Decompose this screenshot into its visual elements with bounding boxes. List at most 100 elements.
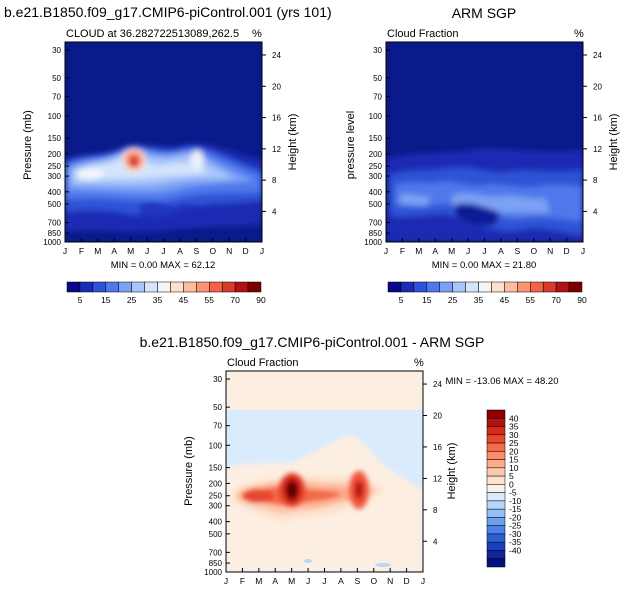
- colorbar-swatch: [486, 442, 506, 452]
- colorbar-label: 35: [474, 295, 484, 305]
- y-tick-label: 500: [48, 200, 62, 209]
- colorbar-label: 5: [509, 471, 514, 481]
- panel1-title: b.e21.B1850.f09_g17.CMIP6-piControl.001 …: [4, 4, 332, 20]
- colorbar-swatch: [66, 281, 81, 293]
- colorbar-swatch: [486, 409, 506, 419]
- panel-model: b.e21.B1850.f09_g17.CMIP6-piControl.001 …: [4, 4, 332, 305]
- x-tick-label: A: [272, 576, 278, 586]
- colorbar-swatch: [486, 475, 506, 485]
- x-tick-label: O: [209, 246, 216, 256]
- colorbar-swatch: [486, 558, 506, 568]
- panel1-colorbar: 5 15 25 35 45 55 70 90: [66, 281, 266, 305]
- colorbar-label: 15: [101, 295, 111, 305]
- y-tick-label: 100: [369, 112, 383, 121]
- y-tick-label: 400: [369, 188, 383, 197]
- colorbar-swatch: [118, 281, 132, 293]
- panel3-stats: MIN = -13.06 MAX = 48.20: [445, 376, 558, 387]
- colorbar-swatch: [486, 418, 506, 427]
- x-tick-label: F: [400, 246, 405, 256]
- colorbar-swatch: [131, 281, 145, 293]
- colorbar-label: 90: [577, 295, 587, 305]
- panel3-percent: %: [414, 357, 424, 369]
- y-tick-label: 1000: [43, 238, 61, 247]
- colorbar-label: 25: [448, 295, 458, 305]
- y-tick-label: 30: [373, 46, 382, 55]
- colorbar-swatch: [486, 451, 506, 460]
- colorbar-label: 0: [509, 479, 514, 489]
- y-tick-label: 30: [213, 375, 222, 384]
- y-tick-label: 50: [213, 403, 222, 412]
- colorbar-swatch: [247, 281, 262, 293]
- height-tick-label: 12: [593, 145, 602, 154]
- x-tick-label: M: [415, 246, 422, 256]
- colorbar-swatch: [79, 281, 94, 293]
- colorbar-swatch: [209, 281, 223, 293]
- x-tick-label: J: [63, 246, 67, 256]
- x-tick-label: J: [145, 246, 149, 256]
- panel2-colorbar: 5 15 25 35 45 55 70 90: [387, 281, 587, 305]
- colorbar-label: 30: [509, 430, 519, 440]
- panel2-ylabel: pressure level: [345, 111, 357, 179]
- colorbar-label: -40: [509, 545, 522, 555]
- colorbar-label: -10: [509, 496, 522, 506]
- height-tick-label: 16: [272, 114, 281, 123]
- x-tick-label: S: [354, 576, 360, 586]
- panel-obs: ARM SGP Cloud Fraction % J F M A M J J A S O N D J30…: [345, 5, 620, 305]
- x-tick-label: N: [387, 576, 393, 586]
- panel3-field: [226, 371, 423, 572]
- y-tick-label: 1000: [364, 238, 382, 247]
- x-tick-label: M: [448, 246, 455, 256]
- height-tick-label: 8: [272, 176, 277, 185]
- colorbar-swatch: [542, 281, 557, 293]
- height-tick-label: 4: [272, 207, 277, 216]
- x-tick-label: J: [161, 246, 165, 256]
- colorbar-swatch: [183, 281, 197, 293]
- colorbar-swatch: [486, 533, 506, 543]
- y-tick-label: 300: [48, 172, 62, 181]
- colorbar-swatch: [486, 550, 506, 559]
- x-tick-label: M: [255, 576, 262, 586]
- x-tick-label: D: [564, 246, 570, 256]
- colorbar-swatch: [486, 517, 506, 526]
- colorbar-swatch: [555, 281, 570, 293]
- colorbar-swatch: [413, 281, 428, 293]
- y-tick-label: 850: [209, 559, 223, 568]
- y-tick-label: 150: [209, 464, 223, 473]
- x-tick-label: A: [432, 246, 438, 256]
- colorbar-label: 70: [551, 295, 561, 305]
- y-tick-label: 300: [369, 172, 383, 181]
- panel2-title: ARM SGP: [452, 5, 517, 21]
- panel2-stats: MIN = 0.00 MAX = 21.80: [432, 260, 537, 271]
- x-tick-label: J: [306, 576, 310, 586]
- height-tick-label: 20: [272, 82, 281, 91]
- x-tick-label: N: [547, 246, 553, 256]
- y-tick-label: 400: [48, 188, 62, 197]
- colorbar-label: 25: [509, 438, 519, 448]
- panel-diff: b.e21.B1850.f09_g17.CMIP6-piControl.001 …: [140, 334, 559, 586]
- colorbar-label: -5: [509, 488, 517, 498]
- height-tick-label: 12: [433, 474, 442, 483]
- colorbar-label: 55: [205, 295, 215, 305]
- colorbar-swatch: [486, 467, 506, 477]
- x-tick-label: J: [260, 246, 264, 256]
- height-tick-label: 24: [433, 380, 442, 389]
- x-tick-label: M: [288, 576, 295, 586]
- y-tick-label: 70: [213, 422, 222, 431]
- x-tick-label: A: [177, 246, 183, 256]
- panel1-stats: MIN = 0.00 MAX = 62.12: [111, 260, 216, 271]
- y-tick-label: 700: [48, 218, 62, 227]
- y-tick-label: 200: [48, 150, 62, 159]
- height-tick-label: 8: [433, 506, 438, 515]
- colorbar-label: 70: [230, 295, 240, 305]
- height-tick-label: 20: [433, 411, 442, 420]
- colorbar-label: -35: [509, 537, 522, 547]
- y-tick-label: 850: [48, 229, 62, 238]
- colorbar-swatch: [234, 281, 249, 293]
- colorbar-swatch: [486, 484, 506, 493]
- height-tick-label: 16: [433, 443, 442, 452]
- colorbar-label: 25: [127, 295, 137, 305]
- x-tick-label: D: [243, 246, 249, 256]
- height-tick-label: 16: [593, 114, 602, 123]
- colorbar-label: 55: [526, 295, 536, 305]
